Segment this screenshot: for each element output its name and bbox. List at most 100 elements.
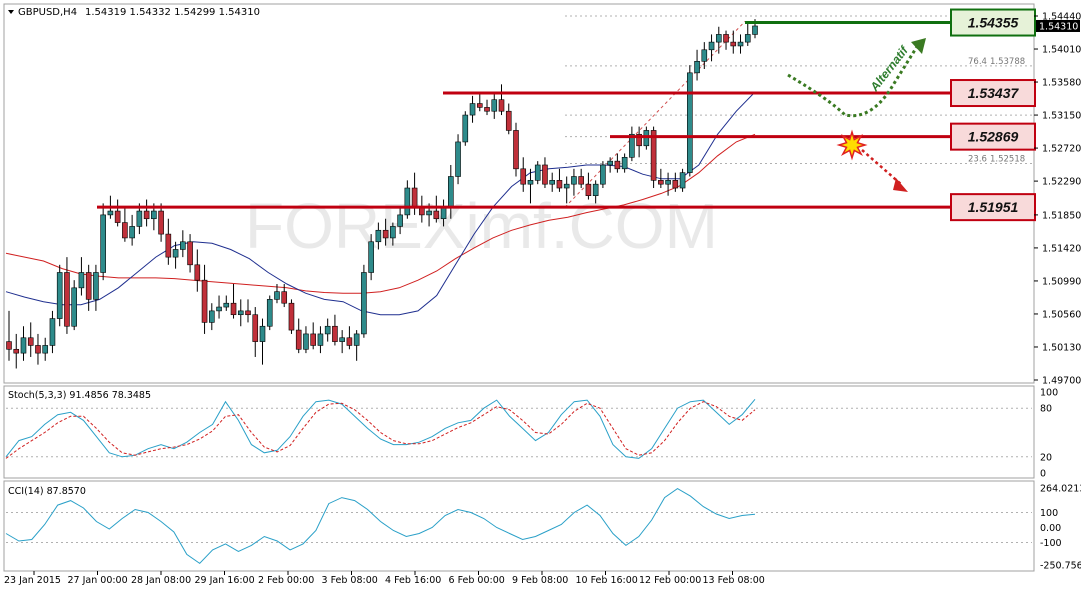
candle-body [382, 229, 389, 239]
dropdown-arrow-icon[interactable] [8, 10, 14, 14]
cci-indicator: 264.0213 100 0.00 -100 -250.7567 [5, 484, 1081, 572]
candle-body [259, 325, 266, 342]
candle-body [281, 291, 288, 304]
candle-body [303, 333, 309, 350]
candle-body [201, 279, 208, 323]
candle-body [708, 41, 715, 51]
price-tick-label: 1.50990 [1042, 276, 1081, 287]
candle-body [93, 272, 99, 300]
axes: 1.54440 1.54010 1.53580 1.53150 1.52720 1.522… [4, 12, 1081, 587]
candle-body [339, 337, 345, 342]
candle-body [694, 61, 700, 74]
candle-body [78, 272, 85, 289]
candle-body [361, 272, 367, 335]
stochastic-indicator: 100 80 20 0 [5, 388, 1058, 480]
time-tick-label: 12 Feb 00:00 [639, 575, 701, 586]
candle-body [49, 318, 56, 346]
candle-body [35, 345, 41, 354]
cci-line [5, 488, 756, 565]
candle-body [151, 210, 157, 220]
candle-body [448, 176, 454, 208]
candle-body [549, 180, 556, 185]
candle-body [462, 114, 469, 143]
stoch-tick-label: 20 [1040, 452, 1052, 463]
cci-label: CCI(14) 87.8570 [8, 486, 86, 497]
candle-body [592, 183, 599, 196]
time-tick-label: 6 Feb 00:00 [449, 575, 505, 586]
candle-body [266, 299, 273, 327]
candle-body [64, 272, 70, 327]
fib-ratio-label: 76.4 [968, 57, 987, 67]
candle-body [13, 348, 20, 354]
candle-body [122, 222, 128, 239]
stoch-signal-line [5, 401, 756, 459]
breakout-burst-icon [836, 129, 868, 161]
candle-body [440, 206, 447, 220]
time-tick-label: 27 Jan 00:00 [68, 575, 128, 586]
candle-body [665, 180, 671, 185]
price-tick-label: 1.50130 [1042, 342, 1081, 353]
candle-body [679, 172, 686, 189]
candle-body [527, 180, 534, 185]
level-label-box [950, 8, 1036, 37]
time-tick-label: 3 Feb 08:00 [322, 575, 378, 586]
candle-body [237, 310, 244, 316]
last-price-label: 1.54310 [1039, 21, 1078, 32]
cci-panel-frame [3, 480, 1035, 572]
candle-body [621, 156, 628, 170]
candle-body [491, 99, 498, 112]
candle-body [223, 302, 230, 308]
cci-tick-label: -100 [1040, 538, 1062, 549]
stoch-tick-label: 0 [1040, 469, 1046, 480]
candle-body [208, 310, 215, 323]
level-label-text: 1.52869 [968, 129, 1019, 145]
candle-body [476, 103, 483, 108]
candle-body [563, 183, 570, 189]
candle-body [230, 302, 237, 316]
candle-body [180, 241, 186, 250]
candle-body [752, 25, 758, 35]
symbol-label: GBPUSD,H4 [18, 7, 77, 18]
candle-body [172, 249, 179, 258]
time-tick-label: 4 Feb 16:00 [385, 575, 441, 586]
stoch-panel-frame [3, 385, 1035, 479]
candle-body [56, 272, 63, 319]
candle-body [629, 133, 635, 158]
candle-body [730, 41, 737, 47]
cci-tick-label: 264.0213 [1040, 484, 1081, 495]
candle-body [650, 130, 657, 181]
candle-body [571, 176, 577, 185]
alternative-arrowhead [911, 38, 926, 54]
price-tick-label: 1.49700 [1042, 376, 1081, 387]
candle-body [469, 103, 476, 116]
levels: 1.54355 1.53437 1.52869 1.51951 [97, 8, 1036, 222]
candle-body [187, 241, 193, 266]
candle-body [143, 210, 150, 220]
level-label-text: 1.53437 [968, 85, 1020, 101]
candle-body [513, 130, 519, 170]
cci-tick-label: 0.00 [1040, 523, 1061, 534]
candle-body [310, 333, 316, 346]
stoch-tick-label: 80 [1040, 404, 1052, 415]
breakdown-path [861, 149, 903, 186]
candle-body [701, 49, 708, 62]
candle-body [368, 241, 374, 273]
candle-body [332, 325, 338, 342]
fib-ratio-label: 23.6 [968, 155, 987, 165]
candles [6, 19, 758, 369]
candle-body [715, 34, 722, 43]
candle-body [397, 214, 403, 227]
time-tick-label: 10 Feb 16:00 [576, 575, 638, 586]
level-label-text: 1.54355 [968, 15, 1019, 31]
candle-body [107, 210, 114, 216]
cci-tick-label: 100 [1040, 508, 1058, 519]
candle-body [165, 233, 172, 258]
candle-body [578, 176, 584, 185]
candle-body [723, 34, 729, 43]
candle-body [129, 226, 135, 239]
candle-body [585, 183, 592, 196]
fib-trend-line [564, 21, 746, 208]
candle-body [658, 180, 664, 185]
candle-body [114, 210, 121, 223]
